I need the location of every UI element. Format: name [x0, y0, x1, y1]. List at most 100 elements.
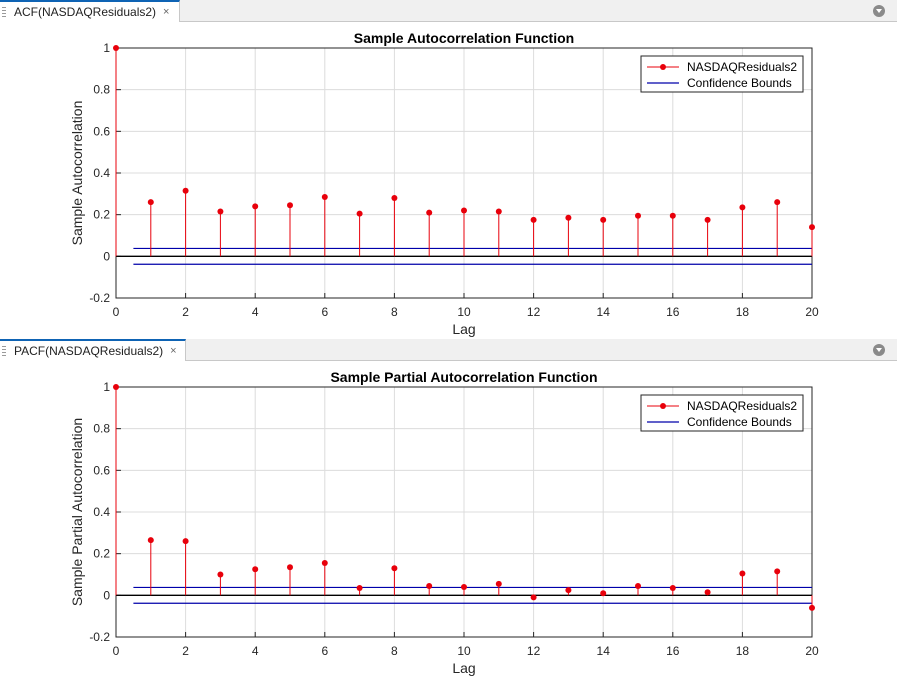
legend-box	[640, 55, 804, 93]
x-tick-label: 6	[321, 305, 328, 319]
x-tick-label: 6	[321, 644, 328, 658]
stem-marker	[182, 538, 189, 545]
stem-marker	[356, 585, 363, 592]
x-tick-label: 16	[666, 644, 680, 658]
stem-marker	[461, 207, 467, 214]
stem-marker	[287, 202, 293, 209]
pacf-panel: PACF(NASDAQResiduals2) × 0 2 4 6 8 10 12 14 16 18…	[0, 339, 897, 678]
stem-marker	[321, 193, 328, 200]
stem-marker	[426, 209, 433, 216]
stem-marker	[774, 199, 781, 206]
legend-label-bounds: Confidence Bounds	[687, 76, 792, 90]
acf-chart: 0 2 4 6 8 10 12 14 16 18 20-0.200.20.40.60.81Sampl…	[69, 30, 819, 337]
stem-marker	[669, 585, 676, 592]
x-tick-label: 20	[805, 305, 819, 319]
acf-tabbar: ACF(NASDAQResiduals2) ×	[0, 0, 897, 22]
legend-label-series: NASDAQResiduals2	[687, 60, 797, 74]
legend-label-bounds: Confidence Bounds	[687, 415, 792, 429]
stem-marker	[287, 564, 293, 571]
stem-marker	[600, 216, 607, 223]
stem-marker	[530, 216, 537, 223]
stem-marker	[391, 565, 398, 572]
x-tick-label: 2	[182, 305, 189, 319]
stem-marker	[809, 224, 815, 231]
stem-marker	[774, 568, 781, 575]
pacf-tabbar: PACF(NASDAQResiduals2) ×	[0, 339, 897, 361]
stem-marker	[495, 208, 502, 215]
x-tick-label: 18	[736, 644, 750, 658]
x-axis-label: Lag	[452, 660, 475, 676]
x-tick-label: 16	[666, 305, 680, 319]
legend-marker-series	[660, 64, 666, 70]
y-tick-label: 0.8	[93, 83, 110, 97]
x-tick-label: 0	[113, 644, 120, 658]
stem-marker	[600, 590, 607, 597]
stem-marker	[391, 195, 398, 201]
stem-marker	[739, 570, 746, 577]
stem-marker	[461, 584, 467, 590]
x-tick-label: 2	[182, 644, 189, 658]
stem-marker	[147, 199, 154, 206]
tab-acf-label: ACF(NASDAQResiduals2)	[14, 5, 157, 19]
x-tick-label: 12	[527, 305, 541, 319]
x-tick-label: 10	[457, 305, 471, 319]
stem-marker	[669, 212, 676, 219]
stem-marker	[635, 582, 641, 589]
drag-grip-icon[interactable]	[2, 346, 6, 356]
stem-marker	[217, 571, 224, 578]
y-tick-label: -0.2	[89, 630, 110, 644]
pacf-chart: 0 2 4 6 8 10 12 14 16 18 20-0.200.20.40.60.81Sampl…	[69, 369, 819, 676]
y-tick-label: -0.2	[89, 291, 110, 305]
y-tick-label: 0.6	[93, 463, 110, 477]
x-tick-label: 14	[597, 644, 611, 658]
stem-marker	[809, 604, 815, 611]
stem-marker	[426, 582, 433, 589]
stem-marker	[635, 212, 641, 219]
chart-title: Sample Autocorrelation Function	[354, 30, 574, 46]
x-tick-label: 10	[457, 644, 471, 658]
stem-marker	[565, 214, 572, 221]
stem-marker	[356, 210, 363, 217]
panel-menu-icon[interactable]	[873, 5, 885, 17]
legend-box	[640, 394, 804, 432]
x-tick-label: 8	[391, 305, 398, 319]
acf-panel: ACF(NASDAQResiduals2) × 0 2 4 6 8 10 12 14 16 18 2…	[0, 0, 897, 339]
y-tick-label: 0	[103, 588, 110, 602]
y-tick-label: 0.2	[93, 547, 110, 561]
x-tick-label: 0	[113, 305, 120, 319]
y-axis-label: Sample Autocorrelation	[69, 101, 85, 246]
stem-marker	[113, 45, 119, 51]
y-tick-label: 0.2	[93, 208, 110, 222]
stem-marker	[739, 204, 746, 211]
legend-marker-series	[660, 403, 666, 409]
stem-marker	[252, 203, 259, 210]
y-tick-label: 0.4	[93, 505, 110, 519]
y-axis-label: Sample Partial Autocorrelation	[69, 418, 85, 606]
panel-menu-icon[interactable]	[873, 344, 885, 356]
tab-pacf[interactable]: PACF(NASDAQResiduals2) ×	[0, 339, 186, 361]
stem-marker	[252, 566, 259, 573]
stem-marker	[530, 594, 537, 601]
stem-marker	[704, 216, 711, 223]
stem-marker	[495, 580, 502, 587]
close-icon[interactable]: ×	[170, 345, 177, 357]
x-tick-label: 4	[252, 644, 259, 658]
y-tick-label: 1	[103, 380, 110, 394]
chart-title: Sample Partial Autocorrelation Function	[330, 369, 597, 385]
x-tick-label: 20	[805, 644, 819, 658]
stem-marker	[147, 537, 154, 544]
y-tick-label: 0.4	[93, 166, 110, 180]
tab-pacf-label: PACF(NASDAQResiduals2)	[14, 344, 164, 358]
x-tick-label: 18	[736, 305, 750, 319]
stem-marker	[704, 589, 711, 596]
y-tick-label: 0	[103, 249, 110, 263]
stem-marker	[565, 587, 572, 594]
y-tick-label: 0.8	[93, 422, 110, 436]
stem-marker	[182, 187, 189, 194]
tab-acf[interactable]: ACF(NASDAQResiduals2) ×	[0, 0, 180, 22]
legend-label-series: NASDAQResiduals2	[687, 399, 797, 413]
close-icon[interactable]: ×	[163, 6, 170, 18]
stem-marker	[217, 208, 224, 215]
stem-marker	[113, 384, 119, 390]
drag-grip-icon[interactable]	[2, 7, 6, 17]
